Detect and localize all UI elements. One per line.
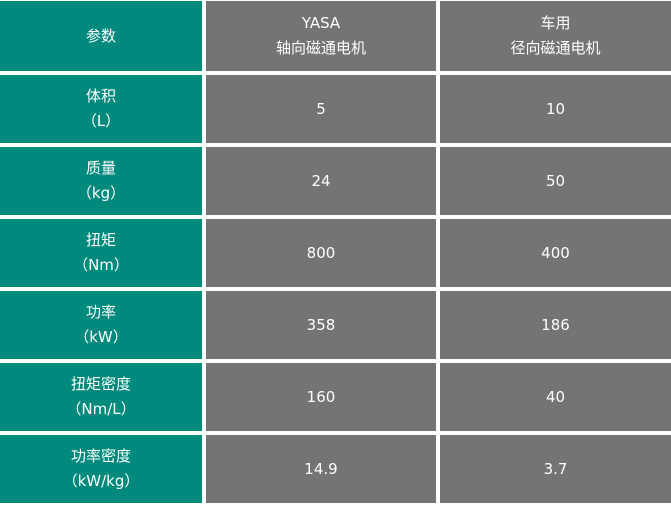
row-label-cell: 扭矩 （Nm） [0,219,202,287]
row-label-text: 扭矩 [85,231,116,249]
value-text: 14.9 [304,459,338,478]
row-label-cell: 体积 （L） [0,75,202,143]
header-text: 参数 [85,26,116,45]
header-cell: YASA 轴向磁通电机 [206,1,436,71]
header-text: 车用 [540,14,571,32]
row-label-text: 功率 [85,303,116,321]
row-label-cell: 扭矩密度 （Nm/L） [0,363,202,431]
value-text: 358 [306,315,336,334]
row-label-text: （kW） [74,328,128,346]
value-cell: 5 [206,75,436,143]
value-cell: 186 [440,291,671,359]
value-text: 800 [306,243,336,262]
value-cell: 24 [206,147,436,215]
value-text: 24 [311,171,331,190]
value-cell: 10 [440,75,671,143]
row-label-cell: 功率密度 （kW/kg） [0,435,202,503]
value-cell: 160 [206,363,436,431]
value-cell: 800 [206,219,436,287]
value-cell: 40 [440,363,671,431]
header-cell: 车用 径向磁通电机 [440,1,671,71]
row-label-cell: 功率 （kW） [0,291,202,359]
header-cell: 参数 [0,1,202,71]
value-cell: 358 [206,291,436,359]
value-text: 400 [541,243,570,262]
value-text: 5 [316,99,326,118]
row-label-text: （Nm/L） [66,400,136,418]
row-label-cell: 质量 （kg） [0,147,202,215]
row-label-text: 功率密度 [70,447,131,465]
value-cell: 400 [440,219,671,287]
header-text: YASA [301,14,341,32]
row-label-text: 扭矩密度 [70,375,131,393]
value-text: 10 [545,99,566,118]
row-label-text: （kg） [76,184,126,202]
row-label-text: 体积 [85,87,116,105]
value-cell: 3.7 [440,435,671,503]
row-label-text: （kW/kg） [62,472,140,490]
row-label-text: （L） [81,112,121,130]
value-text: 50 [545,171,566,190]
value-text: 160 [306,387,336,406]
header-text: 径向磁通电机 [510,39,601,57]
value-text: 3.7 [543,459,568,478]
header-text: 轴向磁通电机 [275,39,366,57]
value-text: 186 [541,315,570,334]
value-cell: 50 [440,147,671,215]
value-cell: 14.9 [206,435,436,503]
row-label-text: （Nm） [73,256,129,274]
value-text: 40 [545,387,566,406]
row-label-text: 质量 [85,159,116,177]
